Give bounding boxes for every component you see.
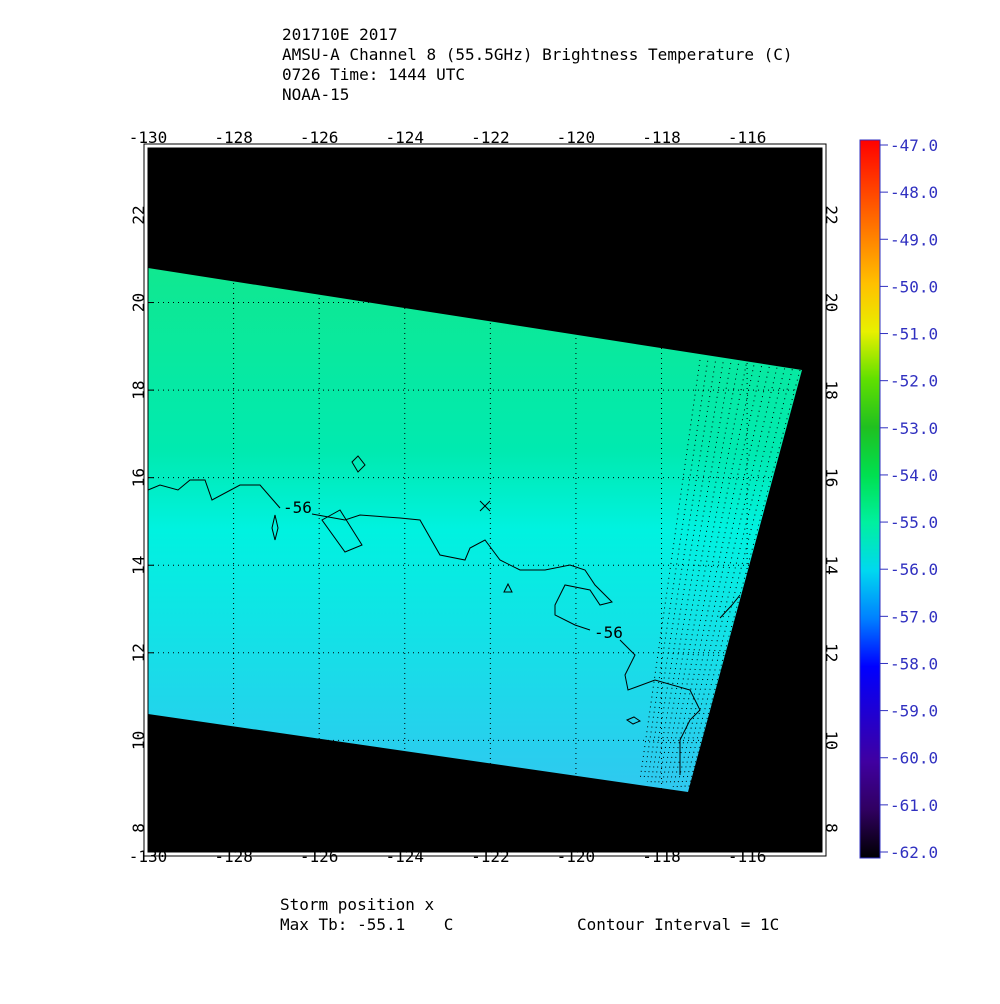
scan-dots <box>676 367 778 788</box>
scan-dots <box>643 360 709 781</box>
colorbar-label: -49.0 <box>890 230 938 249</box>
y-tick-label: 8 <box>129 823 148 833</box>
colorbar-label: -51.0 <box>890 325 938 344</box>
x-tick-label: -122 <box>471 128 510 147</box>
x-tick-label: -130 <box>129 128 168 147</box>
x-tick-label: -122 <box>471 847 510 866</box>
max-tb: Max Tb: -55.1 C <box>280 915 453 934</box>
y-tick-label: 14 <box>822 556 841 575</box>
scan-dots <box>639 359 701 781</box>
title-line: 201710E 2017 <box>282 25 398 44</box>
x-tick-label: -120 <box>557 128 596 147</box>
contour-line <box>625 716 642 725</box>
contour-line <box>351 455 366 473</box>
y-tick-label: 16 <box>822 468 841 487</box>
contour-interval: Contour Interval = 1C <box>577 915 779 934</box>
contour-line <box>311 513 613 631</box>
y-tick-label: 20 <box>129 293 148 312</box>
y-tick-label: 12 <box>129 643 148 662</box>
x-tick-label: -126 <box>300 847 339 866</box>
y-tick-label: 22 <box>822 205 841 224</box>
colorbar-label: -62.0 <box>890 843 938 862</box>
storm-marker <box>503 582 513 593</box>
storm-legend: Storm position x <box>280 895 434 914</box>
title-line: AMSU-A Channel 8 (55.5GHz) Brightness Te… <box>282 45 793 64</box>
colorbar-label: -59.0 <box>890 702 938 721</box>
y-tick-label: 18 <box>129 380 148 399</box>
contour-line <box>719 594 741 619</box>
x-tick-label: -130 <box>129 847 168 866</box>
x-tick-label: -128 <box>214 847 253 866</box>
footer: Storm position x Max Tb: -55.1 C Contour… <box>280 895 779 934</box>
title-line: NOAA-15 <box>282 85 349 104</box>
colorbar-label: -61.0 <box>890 796 938 815</box>
scan-dots <box>680 368 786 789</box>
colorbar-label: -47.0 <box>890 136 938 155</box>
axes: -130 -130 -128 -128 -126 -126 -124 -124 -122 -122… <box>129 128 938 866</box>
x-tick-label: -116 <box>728 128 767 147</box>
map-frame-outer <box>143 143 827 857</box>
header: 201710E 2017 AMSU-A Channel 8 (55.5GHz) … <box>282 25 793 104</box>
storm-position <box>479 500 491 512</box>
y-tick-label: 8 <box>822 823 841 833</box>
contour-label: -56 <box>283 498 312 517</box>
y-tick-label: 12 <box>822 643 841 662</box>
scan-edge-dots <box>639 359 801 791</box>
x-tick-label: -120 <box>557 847 596 866</box>
scan-dots <box>672 366 770 788</box>
y-tick-label: 14 <box>129 556 148 575</box>
colorbar-label: -54.0 <box>890 466 938 485</box>
x-tick-label: -128 <box>214 128 253 147</box>
y-tick-label: 10 <box>129 731 148 750</box>
colorbar-label: -60.0 <box>890 749 938 768</box>
scan-dots <box>654 362 732 784</box>
x-tick-label: -124 <box>385 128 424 147</box>
y-tick-label: 16 <box>129 468 148 487</box>
contour-line <box>321 509 363 553</box>
colorbar-label: -55.0 <box>890 513 938 532</box>
colorbar-label: -57.0 <box>890 607 938 626</box>
x-tick-label: -124 <box>385 847 424 866</box>
contour-label: -56 <box>594 623 623 642</box>
x-tick-label: -118 <box>642 847 681 866</box>
y-tick-label: 20 <box>822 293 841 312</box>
swath <box>148 268 802 792</box>
x-tick-label: -116 <box>728 847 767 866</box>
colorbar-label: -52.0 <box>890 372 938 391</box>
map-frame <box>147 147 823 853</box>
contour-line <box>619 639 701 775</box>
contour-line <box>147 479 281 509</box>
contours <box>147 455 741 775</box>
x-tick-label: -126 <box>300 128 339 147</box>
scan-dots <box>646 361 716 782</box>
colorbar-label: -48.0 <box>890 183 938 202</box>
x-tick-label: -118 <box>642 128 681 147</box>
colorbar-label: -53.0 <box>890 419 938 438</box>
y-tick-label: 18 <box>822 380 841 399</box>
scan-dots <box>650 362 724 783</box>
y-tick-label: 10 <box>822 731 841 750</box>
title-line: 0726 Time: 1444 UTC <box>282 65 465 84</box>
colorbar-label: -56.0 <box>890 560 938 579</box>
colorbar-label: -50.0 <box>890 277 938 296</box>
y-tick-label: 22 <box>129 205 148 224</box>
colorbar <box>859 139 881 859</box>
colorbar-label: -58.0 <box>890 654 938 673</box>
contour-line <box>271 514 279 541</box>
